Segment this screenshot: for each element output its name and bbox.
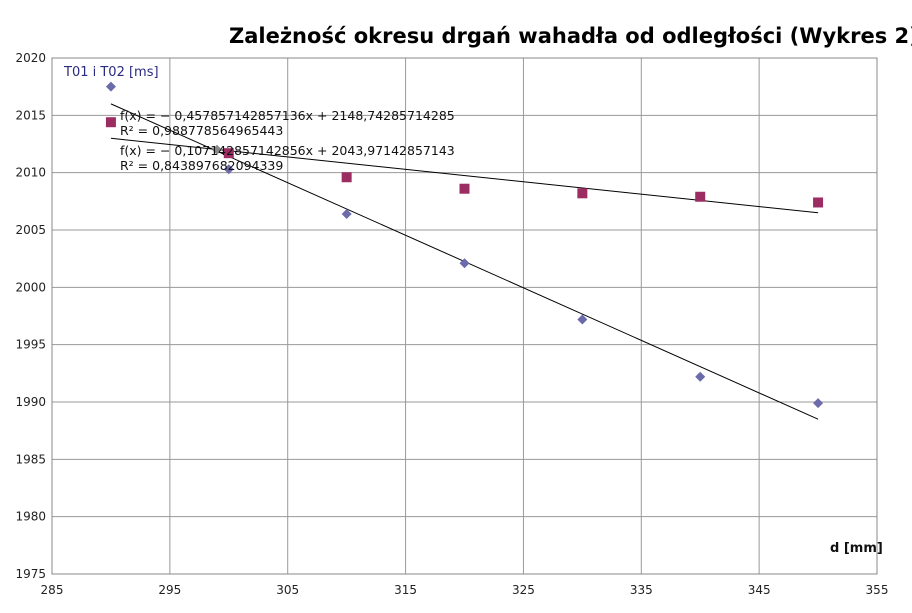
series-2-point <box>223 148 234 159</box>
series-1-point <box>459 258 470 269</box>
markers <box>105 81 824 409</box>
series-2-point <box>105 117 116 128</box>
x-tick-label: 295 <box>158 583 181 597</box>
series-2-point <box>813 197 824 208</box>
x-tick-label: 335 <box>630 583 653 597</box>
data-point <box>212 144 222 155</box>
series-1-point <box>105 81 116 92</box>
plot-frame <box>51 57 878 575</box>
y-tick-label: 1985 <box>15 452 46 466</box>
y-tick-label: 2020 <box>15 51 46 65</box>
y-tick-label: 1975 <box>15 567 46 581</box>
y-tick-label: 2005 <box>15 223 46 237</box>
x-axis-label: d [mm] <box>830 541 883 556</box>
y-axis: 1975 1980 1985 1990 1995 2000 2005 2010 2015 2020 <box>15 51 46 581</box>
series-1-point <box>813 398 824 409</box>
x-tick-label: 285 <box>41 583 64 597</box>
series-2-point <box>695 191 706 202</box>
x-tick-label: 325 <box>512 583 535 597</box>
x-axis: 285 295 305 315 325 335 345 355 <box>41 583 889 597</box>
trendline-2-r-squared: R² = 0,843897682094339 <box>120 158 283 173</box>
y-axis-label: T01 i T02 [ms] <box>63 65 159 80</box>
series-1-point <box>341 208 352 219</box>
x-tick-label: 315 <box>394 583 417 597</box>
y-tick-label: 2010 <box>15 166 46 180</box>
trendline-1-r-squared: R² = 0,988778564965443 <box>120 123 283 138</box>
trendline-2-equation: f(x) = − 0,107142857142856x + 2043,97142… <box>120 143 455 158</box>
series-2-point <box>577 188 588 199</box>
y-tick-label: 1980 <box>15 510 46 524</box>
y-tick-label: 1995 <box>15 338 46 352</box>
x-tick-label: 305 <box>276 583 299 597</box>
series-2-point <box>341 172 352 183</box>
y-tick-label: 2015 <box>15 108 46 122</box>
trendline-1-equation: f(x) = − 0,457857142857136x + 2148,74285… <box>120 108 455 123</box>
x-tick-label: 355 <box>866 583 889 597</box>
y-tick-label: 2000 <box>15 280 46 294</box>
chart-title: Zależność okresu drgań wahadła od odległ… <box>229 24 912 48</box>
series-1-point <box>223 164 234 175</box>
series-1-point <box>695 371 706 382</box>
series-2-point <box>459 183 470 194</box>
y-tick-label: 1990 <box>15 395 46 409</box>
series-1-point <box>577 314 588 325</box>
x-tick-label: 345 <box>748 583 771 597</box>
